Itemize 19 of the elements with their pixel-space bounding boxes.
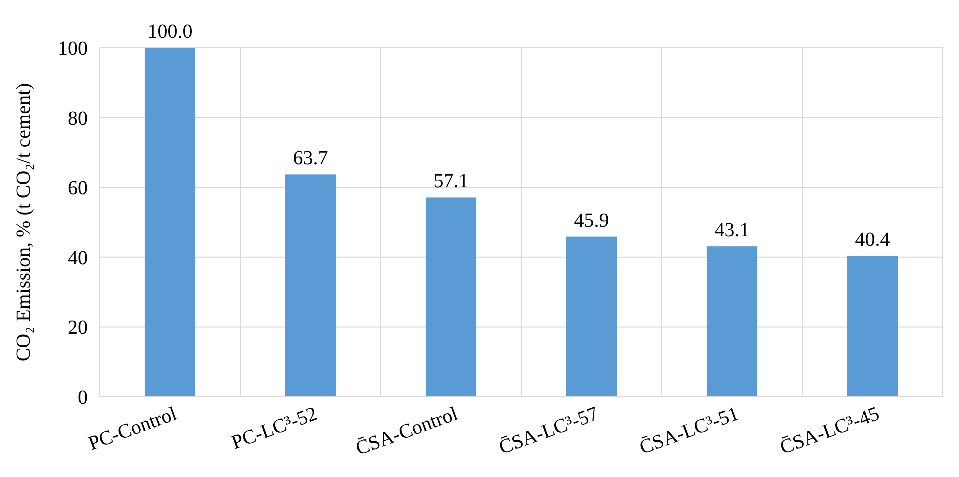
data-label: 40.4 [855,229,890,252]
y-tick-label: 0 [78,387,88,409]
bar [706,246,758,397]
data-label: 63.7 [293,148,328,170]
data-label: 45.9 [574,210,610,232]
bar [285,174,336,397]
y-tick-label: 100 [58,38,88,60]
data-label: 43.1 [714,220,750,242]
bar [426,198,477,397]
y-tick-label: 20 [68,317,88,340]
data-label: 100.0 [148,21,193,43]
data-label: 57.1 [434,170,469,193]
y-tick-label: 40 [68,247,88,270]
bar [847,256,898,397]
bar [566,236,618,397]
y-axis-title: CO₂ Emission, % (t CO₂/t cement) [13,83,35,362]
bar [144,48,196,397]
y-tick-label: 60 [68,178,88,200]
y-tick-label: 80 [68,108,88,130]
